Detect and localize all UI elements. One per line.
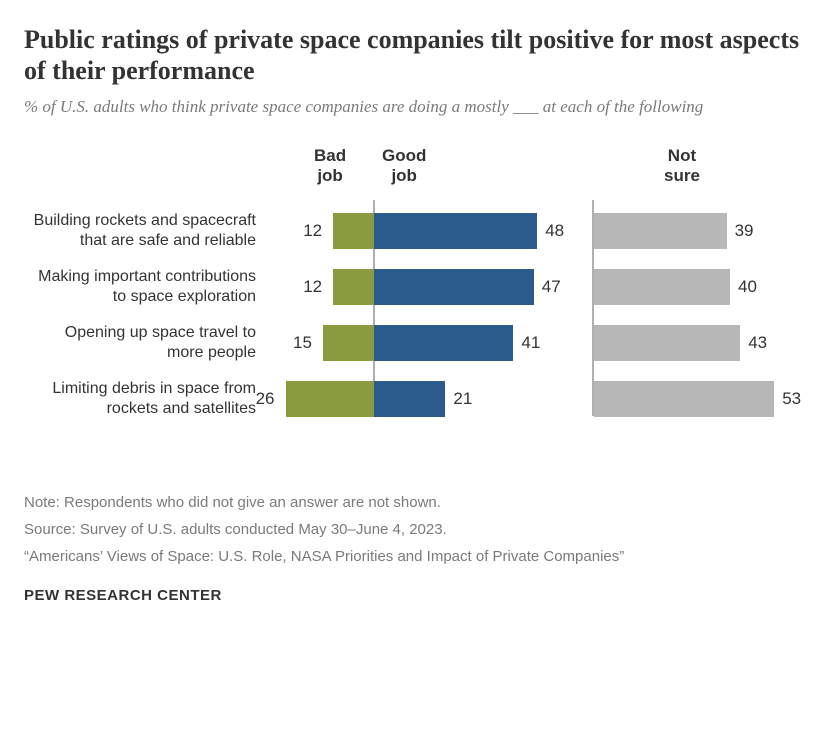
notsure-bar bbox=[594, 269, 730, 305]
good-bar bbox=[374, 213, 537, 249]
row-label: Building rockets and spacecraft that are… bbox=[26, 211, 256, 251]
good-value: 41 bbox=[521, 333, 540, 353]
note-line-1: Note: Respondents who did not give an an… bbox=[24, 492, 816, 513]
bad-value: 12 bbox=[303, 277, 322, 297]
notsure-bar bbox=[594, 213, 727, 249]
row-label: Opening up space travel to more people bbox=[26, 323, 256, 363]
chart-title: Public ratings of private space companie… bbox=[24, 24, 816, 86]
bad-bar bbox=[286, 381, 374, 417]
header-notsure: Notsure bbox=[664, 146, 700, 185]
note-line-2: Source: Survey of U.S. adults conducted … bbox=[24, 519, 816, 540]
notsure-value: 53 bbox=[782, 389, 801, 409]
bad-bar bbox=[333, 269, 374, 305]
notsure-value: 39 bbox=[735, 221, 754, 241]
header-bad: Badjob bbox=[314, 146, 346, 185]
chart-area: Badjob Goodjob Notsure Building rockets … bbox=[24, 146, 816, 486]
bad-bar bbox=[323, 325, 374, 361]
note-line-3: “Americans’ Views of Space: U.S. Role, N… bbox=[24, 546, 816, 567]
footer-attribution: PEW RESEARCH CENTER bbox=[24, 587, 816, 604]
chart-row: Limiting debris in space from rockets an… bbox=[24, 376, 816, 422]
row-label: Limiting debris in space from rockets an… bbox=[26, 379, 256, 419]
chart-row: Building rockets and spacecraft that are… bbox=[24, 208, 816, 254]
good-value: 21 bbox=[453, 389, 472, 409]
good-bar bbox=[374, 381, 445, 417]
chart-row: Making important contributions to space … bbox=[24, 264, 816, 310]
good-value: 48 bbox=[545, 221, 564, 241]
good-bar bbox=[374, 325, 513, 361]
good-value: 47 bbox=[542, 277, 561, 297]
row-label: Making important contributions to space … bbox=[26, 267, 256, 307]
chart-row: Opening up space travel to more people 15… bbox=[24, 320, 816, 366]
notsure-bar bbox=[594, 381, 774, 417]
bad-value: 26 bbox=[256, 389, 275, 409]
bad-value: 12 bbox=[303, 221, 322, 241]
chart-subtitle: % of U.S. adults who think private space… bbox=[24, 96, 816, 118]
notsure-bar bbox=[594, 325, 740, 361]
good-bar bbox=[374, 269, 534, 305]
notsure-value: 43 bbox=[748, 333, 767, 353]
bad-value: 15 bbox=[293, 333, 312, 353]
notsure-value: 40 bbox=[738, 277, 757, 297]
bad-bar bbox=[333, 213, 374, 249]
header-good: Goodjob bbox=[382, 146, 426, 185]
